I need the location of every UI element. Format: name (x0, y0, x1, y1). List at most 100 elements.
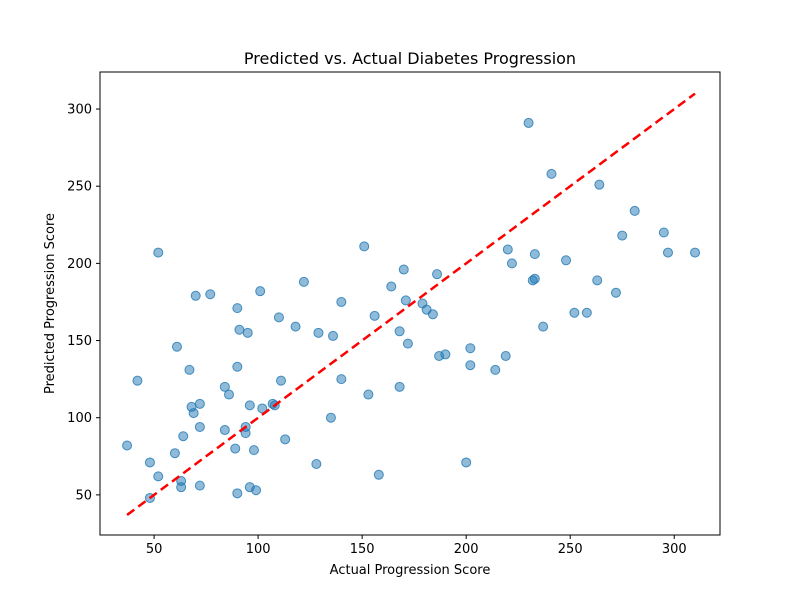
data-point (188, 408, 199, 419)
data-point (386, 281, 397, 292)
data-point (465, 343, 476, 354)
data-point (194, 398, 205, 409)
data-point (465, 360, 476, 371)
plot-frame (99, 71, 721, 536)
data-point (194, 480, 205, 491)
chart-title: Predicted vs. Actual Diabetes Progressio… (244, 49, 576, 68)
data-point (490, 364, 501, 375)
data-point (400, 295, 411, 306)
data-point (313, 327, 324, 338)
data-point (546, 168, 557, 179)
y-axis-ticks: 50 100 150 200 250 300 (67, 103, 100, 503)
data-point (232, 488, 243, 499)
data-point (205, 289, 216, 300)
data-points (122, 117, 701, 503)
data-point (369, 310, 380, 321)
data-point (394, 326, 405, 337)
data-point (594, 179, 605, 190)
data-point (132, 375, 143, 386)
x-tick-label: 200 (454, 542, 479, 557)
data-point (298, 276, 309, 287)
data-point (153, 471, 164, 482)
data-point (690, 247, 701, 258)
data-point (529, 273, 540, 284)
data-point (280, 434, 291, 445)
y-axis-label: Predicted Progression Score (43, 213, 58, 394)
data-point (232, 361, 243, 372)
x-axis-ticks: 50 100 150 200 250 300 (146, 535, 687, 557)
data-point (194, 421, 205, 432)
data-point (440, 349, 451, 360)
data-point (359, 241, 370, 252)
data-point (336, 374, 347, 385)
data-point (373, 469, 384, 480)
data-point (629, 205, 640, 216)
data-point (290, 321, 301, 332)
data-point (538, 321, 549, 332)
y-tick-label: 50 (75, 488, 92, 503)
data-point (529, 249, 540, 260)
data-point (171, 341, 182, 352)
data-point (658, 227, 669, 238)
y-tick-label: 200 (67, 257, 92, 272)
data-point (153, 247, 164, 258)
y-tick-label: 100 (67, 411, 92, 426)
data-point (592, 275, 603, 286)
data-point (394, 381, 405, 392)
data-point (169, 448, 180, 459)
data-point (398, 264, 409, 275)
data-point (190, 290, 201, 301)
reference-line (126, 92, 696, 516)
plot-area (99, 71, 721, 536)
data-point (234, 324, 245, 335)
data-point (276, 375, 287, 386)
data-point (461, 457, 472, 468)
data-point (311, 459, 322, 470)
data-point (178, 431, 189, 442)
y-tick-label: 150 (67, 334, 92, 349)
data-point (523, 117, 534, 128)
data-point (273, 312, 284, 323)
data-point (328, 330, 339, 341)
data-point (506, 258, 517, 269)
data-point (325, 412, 336, 423)
x-axis-label: Actual Progression Score (330, 563, 491, 578)
data-point (219, 425, 230, 436)
data-point (240, 428, 251, 439)
data-point (432, 269, 443, 280)
data-point (219, 381, 230, 392)
data-point (232, 303, 243, 314)
data-point (248, 445, 259, 456)
data-point (561, 255, 572, 266)
data-point (402, 338, 413, 349)
x-tick-label: 50 (146, 542, 163, 557)
data-point (427, 309, 438, 320)
data-point (230, 443, 241, 454)
data-point (244, 400, 255, 411)
data-point (610, 287, 621, 298)
data-point (336, 296, 347, 307)
data-point (144, 457, 155, 468)
x-tick-label: 300 (662, 542, 687, 557)
data-point (122, 440, 133, 451)
data-point (223, 389, 234, 400)
data-point (617, 230, 628, 241)
data-point (569, 307, 580, 318)
data-point (242, 327, 253, 338)
data-point (176, 482, 187, 493)
y-tick-label: 250 (67, 180, 92, 195)
data-point (251, 485, 262, 496)
data-point (184, 364, 195, 375)
data-point (662, 247, 673, 258)
data-point (581, 307, 592, 318)
y-tick-label: 300 (67, 103, 92, 118)
x-tick-label: 250 (558, 542, 583, 557)
data-point (502, 244, 513, 255)
data-point (500, 350, 511, 361)
data-point (257, 403, 268, 414)
x-tick-label: 100 (246, 542, 271, 557)
data-point (363, 389, 374, 400)
x-tick-label: 150 (350, 542, 375, 557)
data-point (255, 286, 266, 297)
